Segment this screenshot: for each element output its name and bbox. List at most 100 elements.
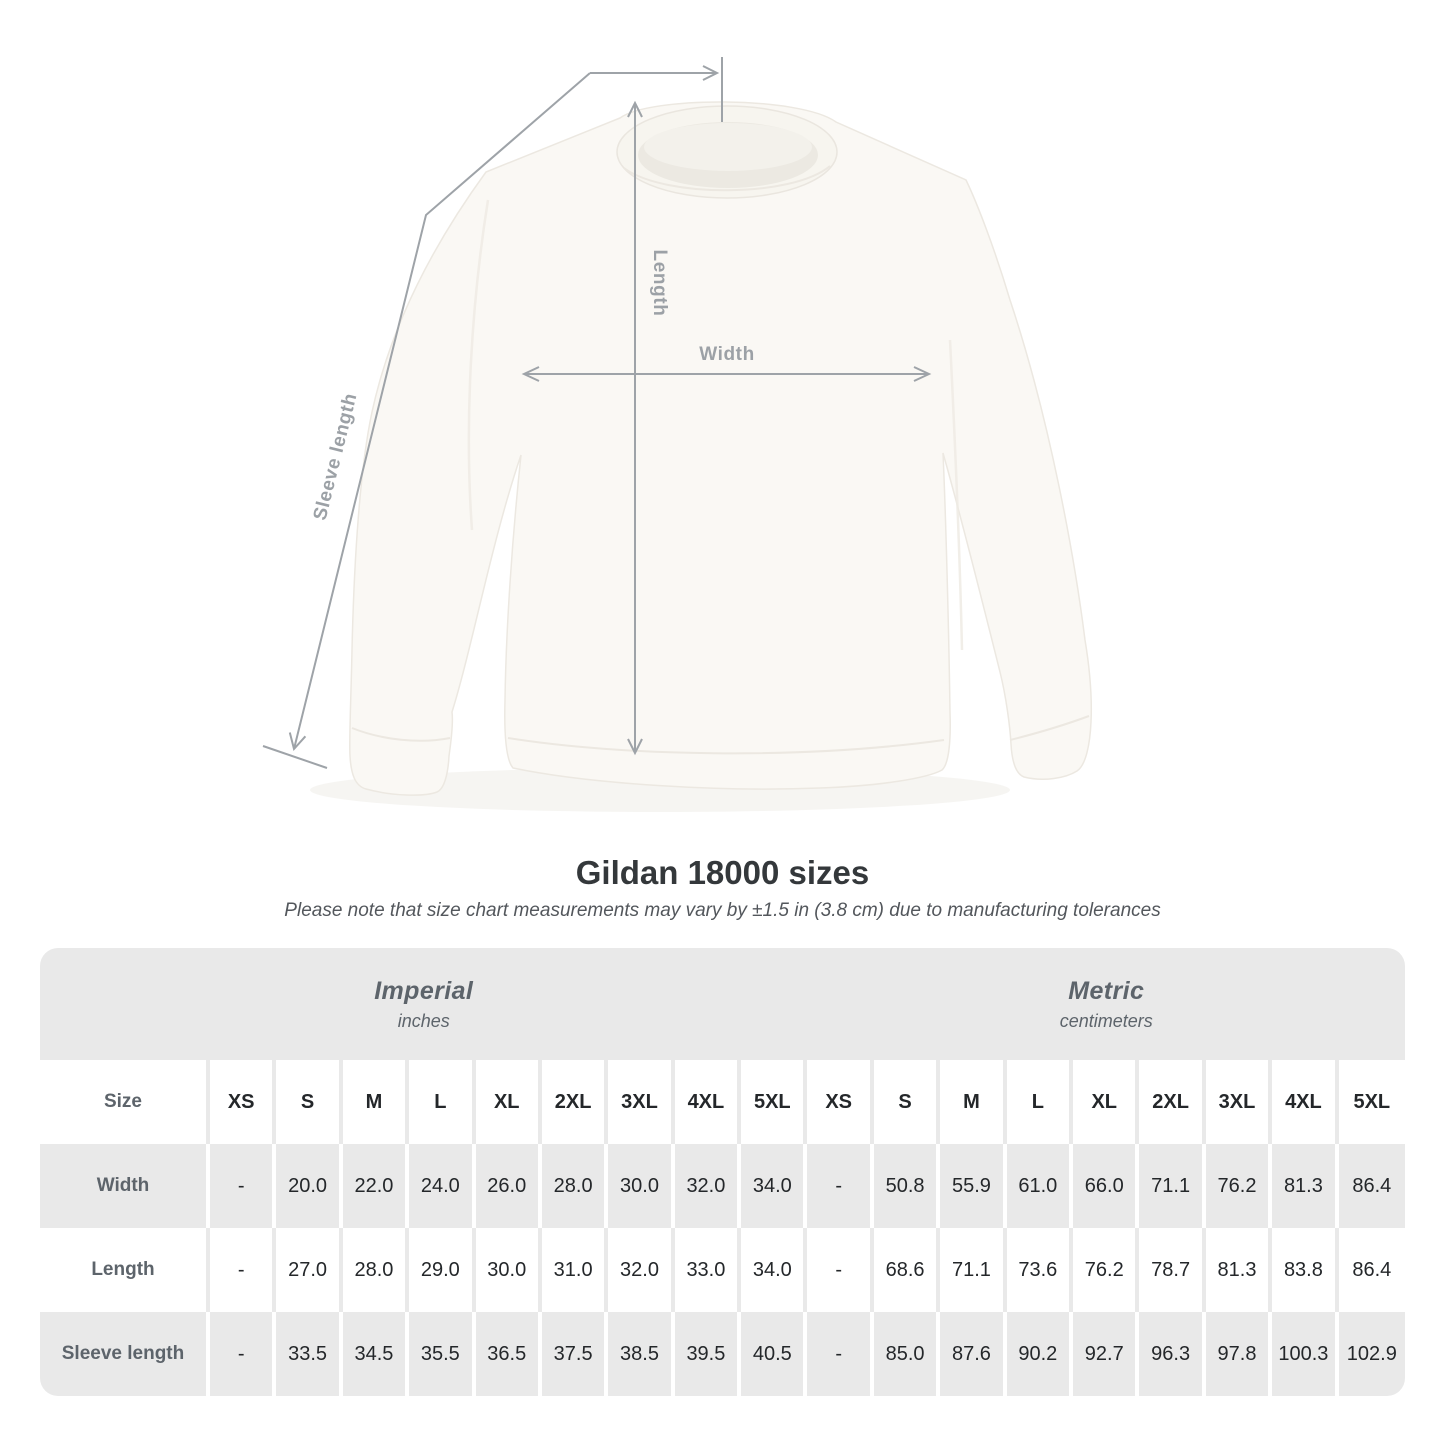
size-col-header: S [873,1060,941,1144]
measure-value-cell: 87.6 [940,1312,1007,1396]
measure-value-cell: - [807,1312,874,1396]
size-col-header: 3XL [608,1060,675,1144]
measure-value-cell: 34.0 [741,1228,808,1312]
measure-value-cell: 100.3 [1272,1312,1339,1396]
tolerance-note: Please note that size chart measurements… [284,900,1161,921]
sleeve-length-row: Sleeve length -33.5 34.5 35.5 36.5 37.5 38.5 39… [40,1312,1405,1396]
measure-value-cell: 102.9 [1338,1312,1405,1396]
imperial-sublabel: inches [397,1010,450,1031]
size-col-header: XL [475,1060,542,1144]
size-col-header: XS [807,1060,874,1144]
measure-value-cell: 28.0 [342,1228,410,1312]
measure-value-cell: 97.8 [1205,1312,1273,1396]
measure-value-cell: 86.4 [1338,1228,1405,1312]
length-row: Length -27.0 28.0 29.0 30.0 31.0 32.0 33.0 34.0-… [40,1228,1405,1312]
measure-value-cell: 81.3 [1205,1228,1273,1312]
measure-value-cell: 71.1 [940,1228,1007,1312]
imperial-unit-header: Imperial inches [40,948,808,1060]
measure-value-cell: 39.5 [674,1312,742,1396]
measure-value-cell: 81.3 [1272,1144,1339,1228]
measure-value-cell: 30.0 [475,1228,542,1312]
measure-value-cell: 83.8 [1272,1228,1339,1312]
measure-value-cell: - [807,1144,874,1228]
measure-value-cell: 32.0 [608,1228,675,1312]
measure-value-cell: 28.0 [541,1144,609,1228]
sweatshirt-body [348,101,1092,796]
measure-row-label: Width [40,1144,210,1228]
metric-unit-header: Metric centimeters [808,948,1406,1060]
length-label: Length [649,250,670,317]
measure-value-cell: 40.5 [741,1312,808,1396]
size-col-header: 5XL [1338,1060,1405,1144]
size-col-header: L [409,1060,476,1144]
measure-value-cell: 33.5 [276,1312,343,1396]
hem-seam [507,737,945,755]
measure-value-cell: 24.0 [409,1144,476,1228]
measure-value-cell: 76.2 [1073,1228,1140,1312]
size-col-header: 2XL [1139,1060,1206,1144]
measure-row-label: Sleeve length [40,1312,210,1396]
measure-value-cell: 38.5 [608,1312,675,1396]
measure-value-cell: 27.0 [276,1228,343,1312]
measure-value-cell: 32.0 [674,1144,742,1228]
size-col-header: 4XL [1272,1060,1339,1144]
measure-value-cell: 31.0 [541,1228,609,1312]
measure-value-cell: 96.3 [1139,1312,1206,1396]
fabric-fold [948,339,964,651]
measure-value-cell: 35.5 [409,1312,476,1396]
measure-value-cell: 66.0 [1073,1144,1140,1228]
measure-value-cell: 34.0 [741,1144,808,1228]
size-table: Imperial inches Metric centimeters Size X… [40,948,1405,1396]
size-col-header: M [940,1060,1007,1144]
length-annotation: Length [627,100,670,756]
page-title: Gildan 18000 sizes [575,854,870,891]
fabric-fold [467,199,490,531]
size-col-header: 3XL [1205,1060,1273,1144]
size-col-header: 4XL [674,1060,742,1144]
size-col-header: L [1006,1060,1074,1144]
size-col-header: XS [210,1060,277,1144]
measure-value-cell: 78.7 [1139,1228,1206,1312]
size-col-header: S [276,1060,343,1144]
measure-value-cell: 29.0 [409,1228,476,1312]
imperial-label: Imperial [374,976,474,1005]
measure-value-cell: 68.6 [873,1228,941,1312]
measure-value-cell: 33.0 [674,1228,742,1312]
measure-value-cell: 85.0 [873,1312,941,1396]
measure-value-cell: 73.6 [1006,1228,1074,1312]
measure-value-cell: 34.5 [342,1312,410,1396]
measure-value-cell: 92.7 [1073,1312,1140,1396]
measure-value-cell: 30.0 [608,1144,675,1228]
measure-value-cell: 86.4 [1338,1144,1405,1228]
size-col-header: XL [1073,1060,1140,1144]
collar [616,105,838,199]
measure-row-label: Length [40,1228,210,1312]
sleeve-length-label: Sleeve length [310,391,362,523]
metric-sublabel: centimeters [1059,1010,1153,1031]
measure-value-cell: - [210,1312,277,1396]
left-cuff-seam [351,727,451,742]
size-col-header: 5XL [741,1060,808,1144]
right-cuff-seam [1009,715,1090,741]
width-label: Width [699,344,755,365]
size-header-label: Size [40,1060,210,1144]
sweatshirt-illustration: Length Width Sleeve length [262,57,1092,812]
measure-value-cell: - [210,1228,277,1312]
size-col-header: 2XL [541,1060,609,1144]
measure-value-cell: 55.9 [940,1144,1007,1228]
measure-value-cell: 90.2 [1006,1312,1074,1396]
measure-value-cell: - [210,1144,277,1228]
size-header-row: Size XS S M L XL 2XL 3XL 4XL 5XL XS S M L XL 2XL 3XL 4XL 5… [40,1060,1405,1144]
metric-label: Metric [1068,976,1145,1005]
measure-value-cell: - [807,1228,874,1312]
unit-header-band: Imperial inches Metric centimeters [40,948,1405,1060]
width-annotation: Width [521,344,932,382]
measure-value-cell: 36.5 [475,1312,542,1396]
measure-value-cell: 76.2 [1205,1144,1273,1228]
measure-value-cell: 22.0 [342,1144,410,1228]
measure-value-cell: 71.1 [1139,1144,1206,1228]
measure-value-cell: 50.8 [873,1144,941,1228]
measure-value-cell: 61.0 [1006,1144,1074,1228]
size-col-header: M [342,1060,410,1144]
measure-value-cell: 26.0 [475,1144,542,1228]
